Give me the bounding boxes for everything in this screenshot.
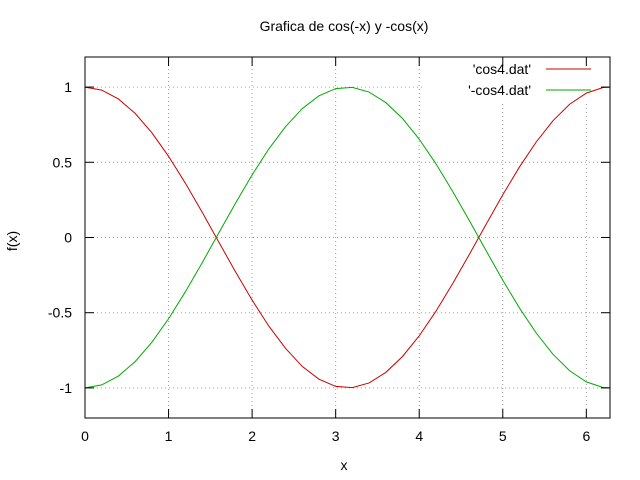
grid (85, 57, 610, 418)
chart-title: Grafica de cos(-x) y -cos(x) (260, 18, 429, 34)
legend: 'cos4.dat' '-cos4.dat' (468, 61, 591, 98)
legend-label-1: '-cos4.dat' (468, 82, 531, 98)
series-line-0 (84, 86, 611, 389)
x-tick-label: 4 (415, 428, 423, 444)
legend-label-0: 'cos4.dat' (473, 61, 531, 77)
x-tick-label: 0 (81, 428, 89, 444)
y-tick-label: 0.5 (53, 154, 73, 170)
ticks: 1 0.5 0 -0.5 -1 0 1 2 3 4 5 6 (48, 57, 610, 444)
x-tick-label: 3 (332, 428, 340, 444)
x-tick-label: 5 (499, 428, 507, 444)
x-axis-label: x (341, 457, 348, 473)
series-line-1 (84, 86, 611, 389)
y-tick-label: -0.5 (48, 305, 72, 321)
x-tick-label: 6 (582, 428, 590, 444)
y-axis-label: f(x) (4, 231, 20, 251)
y-tick-label: -1 (60, 380, 73, 396)
x-tick-label: 1 (165, 428, 173, 444)
y-tick-label: 1 (64, 79, 72, 95)
plot-border (84, 56, 611, 419)
y-tick-label: 0 (64, 230, 72, 246)
series-layer (84, 86, 611, 389)
x-tick-label: 2 (248, 428, 256, 444)
